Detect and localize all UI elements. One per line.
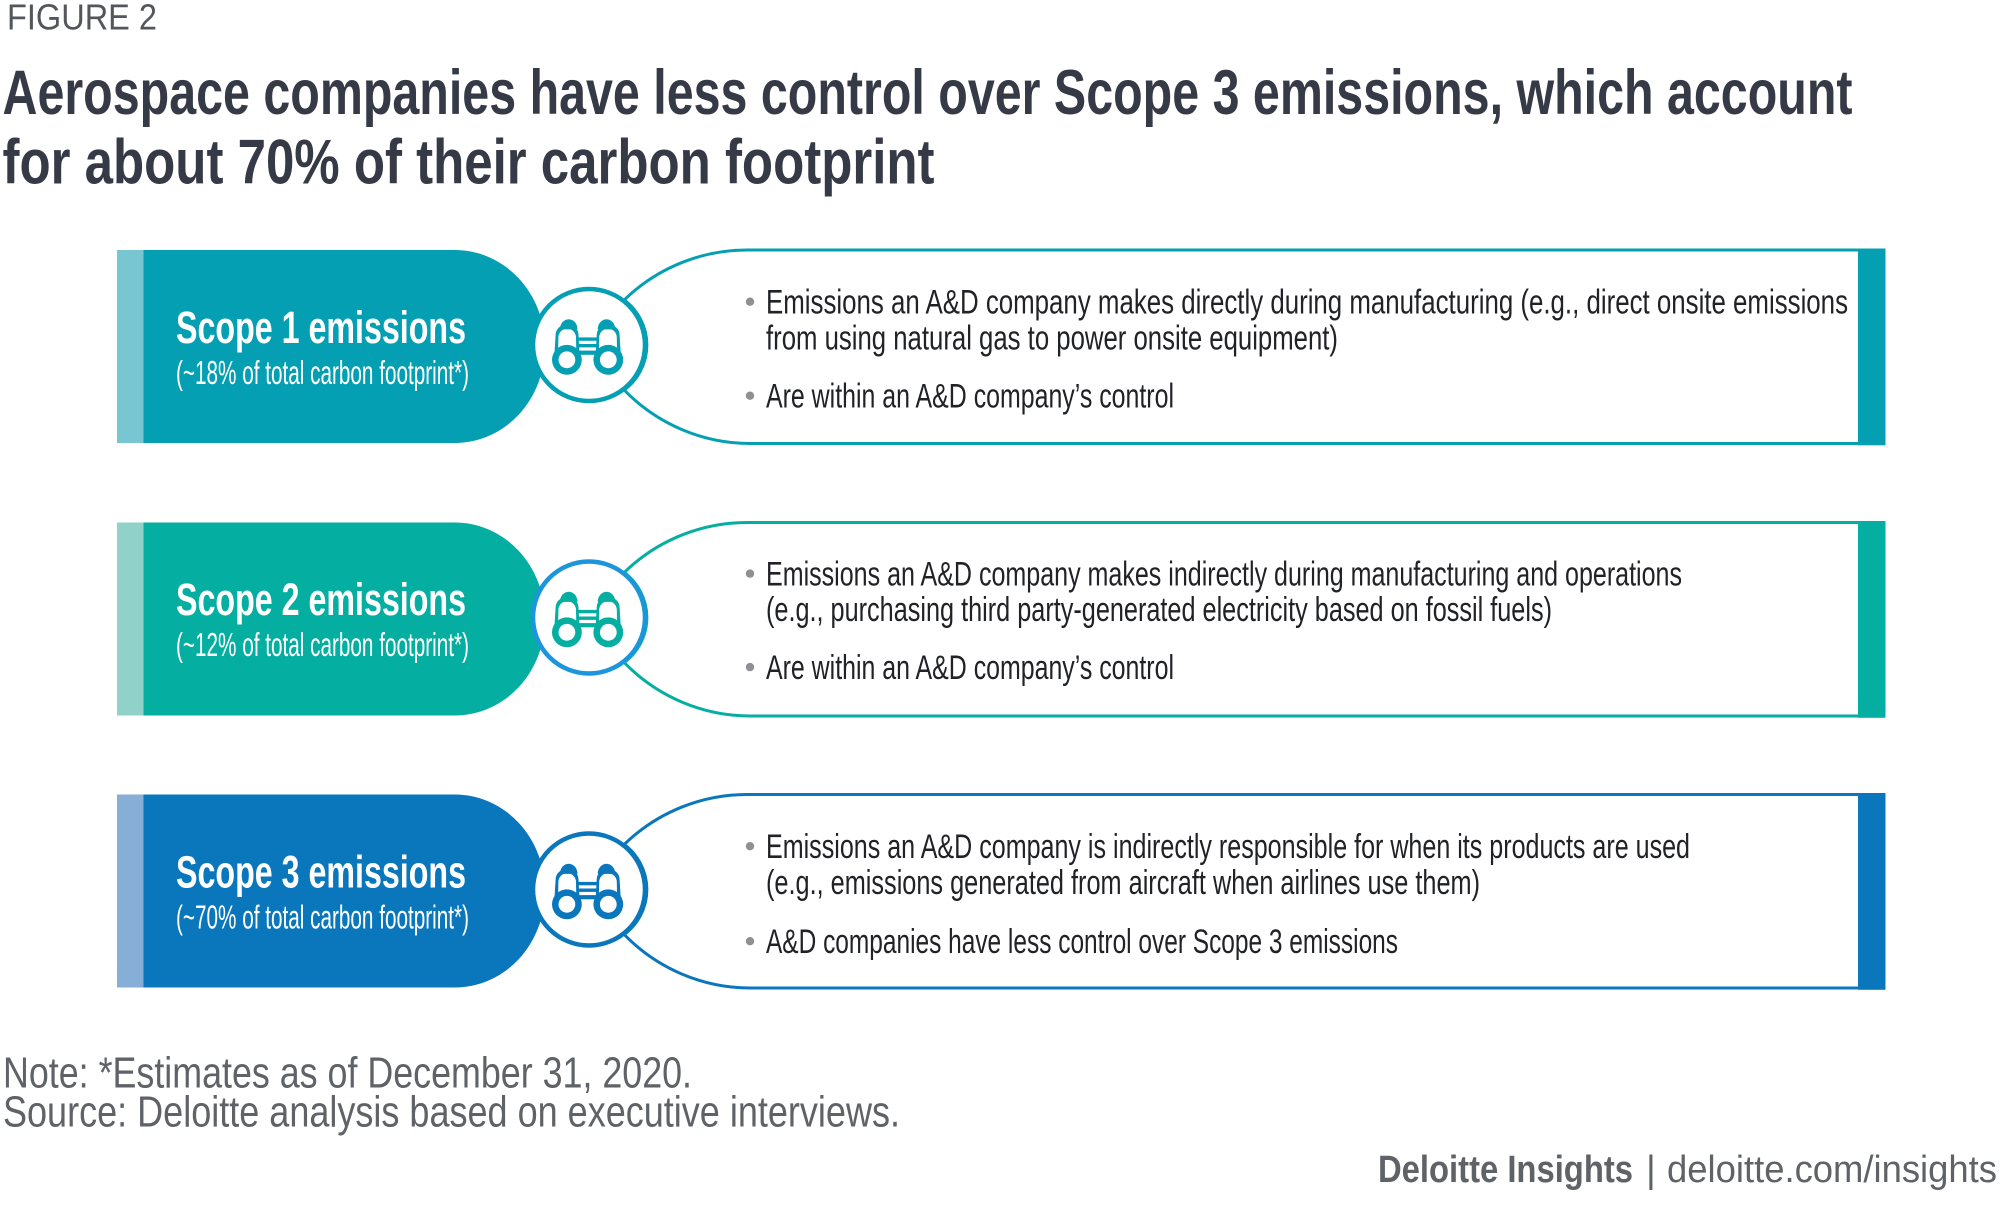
svg-text:deloitte.com/insights: deloitte.com/insights [1667,1149,1997,1191]
svg-text:Source: Deloitte analysis base: Source: Deloitte analysis based on execu… [3,1089,900,1137]
svg-text:from using natural gas to powe: from using natural gas to power onsite e… [766,319,1338,357]
svg-text:Scope 1 emissions: Scope 1 emissions [176,302,466,353]
svg-text:Aerospace companies have less: Aerospace companies have less control ov… [3,58,1853,128]
svg-text:Scope 3 emissions: Scope 3 emissions [176,847,466,898]
svg-text:A&D companies have less contro: A&D companies have less control over Sco… [766,923,1398,961]
svg-text:Are within an A&D company’s co: Are within an A&D company’s control [766,378,1174,416]
svg-text:(e.g., purchasing third party-: (e.g., purchasing third party-generated … [766,591,1552,629]
svg-text:FIGURE 2: FIGURE 2 [7,0,157,38]
svg-text:Note: *Estimates as of Decembe: Note: *Estimates as of December 31, 2020… [3,1050,692,1098]
svg-text:Emissions an A&D company makes: Emissions an A&D company makes indirectl… [766,555,1682,593]
svg-text:Deloitte Insights: Deloitte Insights [1378,1149,1633,1191]
svg-text:Are within an A&D company’s co: Are within an A&D company’s control [766,649,1174,687]
svg-text:(~12% of total carbon footprin: (~12% of total carbon footprint*) [176,627,469,664]
svg-text:(~18% of total carbon footprin: (~18% of total carbon footprint*) [176,355,469,392]
svg-text:Scope 2 emissions: Scope 2 emissions [176,574,466,625]
svg-text:for about 70% of their carbon: for about 70% of their carbon footprint [3,128,935,198]
svg-text:(e.g., emissions generated fro: (e.g., emissions generated from aircraft… [766,864,1480,902]
svg-text:|: | [1646,1149,1656,1191]
svg-text:Emissions an A&D company is in: Emissions an A&D company is indirectly r… [766,828,1690,866]
svg-text:(~70% of total carbon footprin: (~70% of total carbon footprint*) [176,900,469,937]
svg-text:Emissions an A&D company makes: Emissions an A&D company makes directly … [766,284,1848,322]
